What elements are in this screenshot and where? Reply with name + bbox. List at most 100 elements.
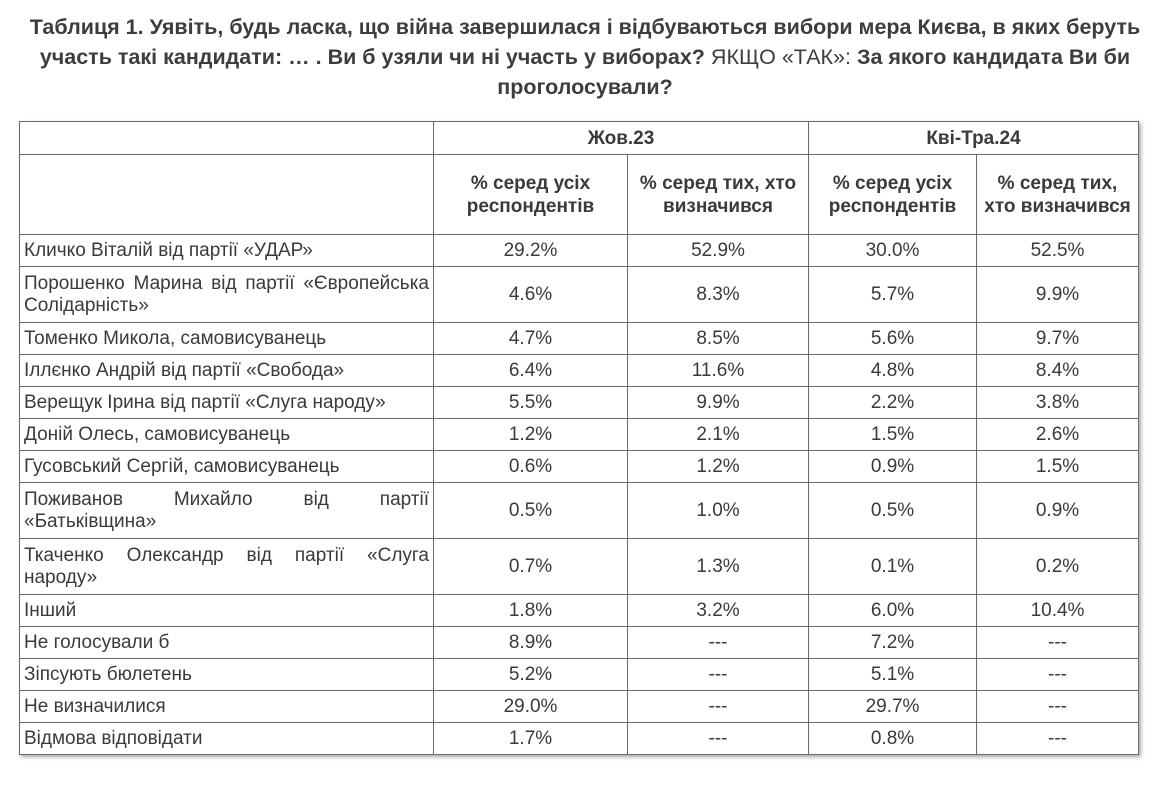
percent-cell: 8.9% (433, 626, 628, 659)
percent-cell: 0.1% (808, 538, 977, 595)
percent-cell: 9.9% (976, 266, 1139, 323)
table-row: Відмова відповідати 1.7% --- 0.8% --- (19, 722, 1139, 755)
percent-cell: 5.2% (433, 658, 628, 691)
percent-cell: --- (976, 690, 1139, 723)
caption-question: Таблиця 1. Уявіть, будь ласка, що війна … (29, 15, 1141, 69)
percent-cell: 1.7% (433, 722, 628, 755)
table-row: Кличко Віталій від партії «УДАР» 29.2% 52.… (19, 234, 1139, 267)
percent-cell: 8.4% (976, 354, 1139, 387)
percent-cell: 2.6% (976, 418, 1139, 451)
table-row: Поживанов Михайло від партії «Батьківщин… (19, 482, 1139, 539)
percent-cell: 7.2% (808, 626, 977, 659)
percent-cell: 1.0% (627, 482, 809, 539)
percent-cell: 5.5% (433, 386, 628, 419)
subheader-row: % серед усіх респондентів % серед тих, х… (19, 154, 1139, 235)
corner-cell (19, 121, 434, 155)
results-table: Жов.23 Кві-Тра.24 % серед усіх респонден… (19, 121, 1139, 755)
percent-cell: 1.3% (627, 538, 809, 595)
percent-cell: --- (627, 658, 809, 691)
percent-cell: 5.1% (808, 658, 977, 691)
table-caption: Таблиця 1. Уявіть, будь ласка, що війна … (12, 12, 1158, 102)
candidate-name: Інший (19, 594, 434, 627)
percent-cell: 1.2% (627, 450, 809, 483)
table-row: Томенко Микола, самовисуванець 4.7% 8.5% 5.… (19, 322, 1139, 355)
percent-cell: --- (627, 626, 809, 659)
percent-cell: 29.7% (808, 690, 977, 723)
percent-cell: 30.0% (808, 234, 977, 267)
percent-cell: 2.2% (808, 386, 977, 419)
percent-cell: 1.5% (808, 418, 977, 451)
candidate-name: Ткаченко Олександр від партії «Слуга нар… (19, 538, 434, 595)
subheader-decided: % серед тих, хто визначився (976, 154, 1139, 235)
percent-cell: 6.0% (808, 594, 977, 627)
percent-cell: 11.6% (627, 354, 809, 387)
percent-cell: 0.9% (808, 450, 977, 483)
candidate-name: Кличко Віталій від партії «УДАР» (19, 234, 434, 267)
percent-cell: 1.8% (433, 594, 628, 627)
percent-cell: 4.8% (808, 354, 977, 387)
percent-cell: --- (976, 626, 1139, 659)
percent-cell: 0.8% (808, 722, 977, 755)
empty-subheader-cell (19, 154, 434, 235)
percent-cell: 9.7% (976, 322, 1139, 355)
percent-cell: 5.6% (808, 322, 977, 355)
table-row: Порошенко Марина від партії «Європейська… (19, 266, 1139, 323)
percent-cell: 52.9% (627, 234, 809, 267)
percent-cell: 52.5% (976, 234, 1139, 267)
percent-cell: 0.6% (433, 450, 628, 483)
percent-cell: 8.3% (627, 266, 809, 323)
percent-cell: --- (976, 722, 1139, 755)
percent-cell: 6.4% (433, 354, 628, 387)
candidate-name: Верещук Ірина від партії «Слуга народу» (19, 386, 434, 419)
subheader-decided: % серед тих, хто визначився (627, 154, 809, 235)
percent-cell: 1.5% (976, 450, 1139, 483)
percent-cell: 9.9% (627, 386, 809, 419)
percent-cell: 29.2% (433, 234, 628, 267)
percent-cell: 29.0% (433, 690, 628, 723)
percent-cell: 4.7% (433, 322, 628, 355)
candidate-name: Не визначилися (19, 690, 434, 723)
candidate-name: Іллєнко Андрій від партії «Свобода» (19, 354, 434, 387)
percent-cell: 0.2% (976, 538, 1139, 595)
period-header-apr-may24: Кві-Тра.24 (808, 121, 1139, 155)
table-row: Ткаченко Олександр від партії «Слуга нар… (19, 538, 1139, 595)
period-header-oct23: Жов.23 (433, 121, 809, 155)
percent-cell: 0.5% (808, 482, 977, 539)
candidate-name: Поживанов Михайло від партії «Батьківщин… (19, 482, 434, 539)
percent-cell: 5.7% (808, 266, 977, 323)
candidate-name: Гусовський Сергій, самовисуванець (19, 450, 434, 483)
caption-condition: ЯКЩО «ТАК»: (704, 45, 857, 69)
table-body: Кличко Віталій від партії «УДАР» 29.2% 52.… (19, 234, 1139, 755)
percent-cell: 0.5% (433, 482, 628, 539)
table-row: Гусовський Сергій, самовисуванець 0.6% 1.2… (19, 450, 1139, 483)
table-row: Не визначилися 29.0% --- 29.7% --- (19, 690, 1139, 723)
subheader-all-respondents: % серед усіх респондентів (433, 154, 628, 235)
table-row: Верещук Ірина від партії «Слуга народу» 5… (19, 386, 1139, 419)
candidate-name: Не голосували б (19, 626, 434, 659)
subheader-all-respondents: % серед усіх респондентів (808, 154, 977, 235)
percent-cell: 4.6% (433, 266, 628, 323)
caption-followup: За якого кандидата Ви би проголосували? (497, 45, 1131, 99)
table-row: Доній Олесь, самовисуванець 1.2% 2.1% 1.5% 2… (19, 418, 1139, 451)
candidate-name: Зіпсують бюлетень (19, 658, 434, 691)
candidate-name: Відмова відповідати (19, 722, 434, 755)
percent-cell: 0.9% (976, 482, 1139, 539)
percent-cell: 0.7% (433, 538, 628, 595)
percent-cell: 3.2% (627, 594, 809, 627)
percent-cell: --- (627, 690, 809, 723)
percent-cell: 2.1% (627, 418, 809, 451)
percent-cell: --- (627, 722, 809, 755)
period-header-row: Жов.23 Кві-Тра.24 (19, 121, 1139, 155)
percent-cell: 10.4% (976, 594, 1139, 627)
candidate-name: Порошенко Марина від партії «Європейська… (19, 266, 434, 323)
table-row: Іллєнко Андрій від партії «Свобода» 6.4% 1… (19, 354, 1139, 387)
candidate-name: Томенко Микола, самовисуванець (19, 322, 434, 355)
table-row: Інший 1.8% 3.2% 6.0% 10.4% (19, 594, 1139, 627)
percent-cell: 3.8% (976, 386, 1139, 419)
candidate-name: Доній Олесь, самовисуванець (19, 418, 434, 451)
table-row: Зіпсують бюлетень 5.2% --- 5.1% --- (19, 658, 1139, 691)
percent-cell: --- (976, 658, 1139, 691)
table-row: Не голосували б 8.9% --- 7.2% --- (19, 626, 1139, 659)
percent-cell: 1.2% (433, 418, 628, 451)
percent-cell: 8.5% (627, 322, 809, 355)
